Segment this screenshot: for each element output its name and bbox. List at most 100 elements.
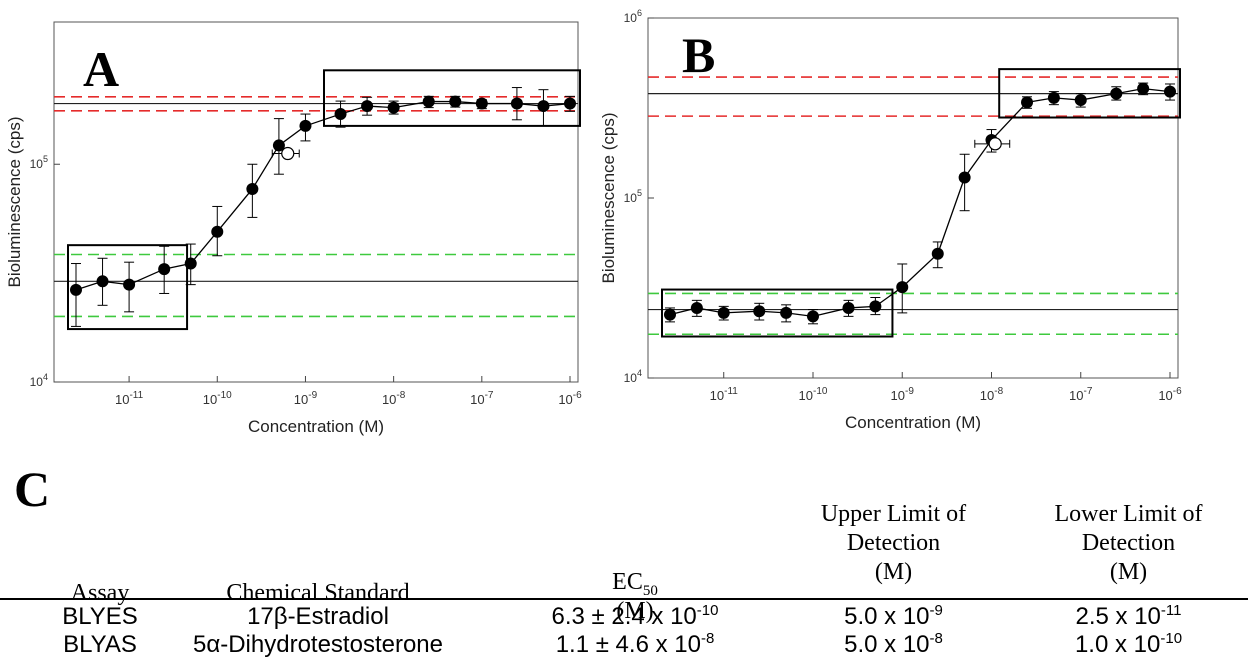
y-axis-label: Bioluminescence (cps) <box>599 112 618 283</box>
ec50-point <box>281 146 295 161</box>
header-lower-line1: Lower Limit of <box>1054 501 1203 527</box>
chart-b: 10-11 10-10 10-9 10-8 10-7 10-6 104 105 106 Conce… <box>599 8 1182 432</box>
header-ec50-unit: (M) <box>616 598 654 624</box>
header-lower-limit: Lower Limit of Detection (M) <box>1016 500 1241 587</box>
data-point <box>717 306 730 319</box>
y-axis-label: Bioluminescence (cps) <box>5 116 24 287</box>
upper-limit-box <box>998 68 1181 119</box>
data-point <box>869 300 882 313</box>
row2-lower-mantissa: 1.0 x 10 <box>1074 631 1161 658</box>
data-point <box>931 247 944 260</box>
header-ec50-sub: 50 <box>642 582 658 599</box>
data-point <box>1021 96 1034 109</box>
row2-assay: BLYAS <box>63 631 137 658</box>
x-tick-label: 10-7 <box>470 390 494 407</box>
row2-upper-mantissa: 5.0 x 10 <box>844 631 930 658</box>
header-assay-text: Assay <box>70 580 130 606</box>
row1-assay: BLYES <box>62 603 138 630</box>
row2-ec50-exp: -8 <box>700 630 715 647</box>
chart-a: 10-11 10-10 10-9 10-8 10-7 10-6 104 105 Concentr… <box>5 21 582 436</box>
y-tick-label: 106 <box>624 8 642 25</box>
data-point <box>299 119 312 132</box>
row2-lower-exp: -10 <box>1160 630 1183 647</box>
x-tick-label: 10-11 <box>115 390 144 407</box>
row1-ec50-mantissa: 6.3 ± 2.4 x 10 <box>551 603 697 630</box>
lower-limit-box <box>661 288 894 338</box>
header-standard-text: Chemical Standard <box>226 580 410 606</box>
row2-upper-exp: -8 <box>929 630 943 647</box>
data-point <box>958 171 971 184</box>
y-tick-label: 104 <box>30 372 48 389</box>
data-point <box>1110 87 1123 100</box>
row1-ec50: 6.3 ± 2.4 x 10-10 <box>535 602 735 631</box>
dose-response-curve <box>75 100 571 291</box>
x-axis-label: Concentration (M) <box>845 413 981 432</box>
data-point <box>272 139 285 152</box>
dose-response-curve <box>669 88 1171 318</box>
table-header-rule <box>0 598 1248 600</box>
data-point <box>806 310 819 323</box>
data-point <box>1047 91 1060 104</box>
row1-lower-mantissa: 2.5 x 10 <box>1075 603 1161 630</box>
x-tick-label: 10-9 <box>294 390 318 407</box>
row1-upper-mantissa: 5.0 x 10 <box>844 603 930 630</box>
data-point <box>246 182 259 195</box>
results-table: Assay Chemical Standard EC50 (M) Upper L… <box>0 501 1248 656</box>
row2-upper: 5.0 x 10-8 <box>786 630 1001 659</box>
data-point <box>123 278 136 291</box>
panel-label-b: B <box>682 27 716 83</box>
row1-lower: 2.5 x 10-11 <box>1016 602 1241 631</box>
row2-ec50: 1.1 ± 4.6 x 10-8 <box>535 630 735 659</box>
row1-upper: 5.0 x 10-9 <box>786 602 1001 631</box>
data-point <box>449 95 462 108</box>
x-tick-label: 10-8 <box>382 390 406 407</box>
x-tick-label: 10-6 <box>558 390 582 407</box>
panel-label-c: C <box>14 461 51 517</box>
x-tick-label: 10-10 <box>203 390 232 407</box>
upper-limit-box <box>322 69 581 127</box>
data-point <box>211 225 224 238</box>
data-point <box>422 95 435 108</box>
x-tick-label: 10-11 <box>710 386 739 403</box>
x-tick-label: 10-7 <box>1069 386 1093 403</box>
header-ec50-main: EC <box>612 569 643 595</box>
y-tick-label: 105 <box>624 188 642 205</box>
row2-standard: 5α-Dihydrotestosterone <box>193 631 443 658</box>
data-point <box>334 108 347 121</box>
data-point <box>896 281 909 294</box>
data-point <box>1164 85 1176 98</box>
data-point <box>1137 82 1150 95</box>
x-tick-label: 10-9 <box>891 386 915 403</box>
data-point <box>387 101 400 114</box>
data-point <box>780 306 793 319</box>
header-standard: Chemical Standard <box>168 552 468 608</box>
y-tick-label: 105 <box>30 154 48 171</box>
data-point <box>537 100 550 113</box>
ec50-point <box>988 137 1002 151</box>
data-point <box>664 308 676 321</box>
data-point <box>842 301 855 314</box>
data-point <box>753 305 766 318</box>
x-tick-label: 10-6 <box>1158 386 1182 403</box>
header-upper-line3: (M) <box>874 559 913 585</box>
row2-ec50-mantissa: 1.1 ± 4.6 x 10 <box>555 631 701 658</box>
data-point <box>475 97 488 110</box>
data-point <box>70 283 82 296</box>
lower-limit-box <box>67 244 189 331</box>
x-tick-label: 10-8 <box>980 386 1004 403</box>
row1-standard: 17β-Estradiol <box>247 603 389 630</box>
plot-frame <box>53 21 579 383</box>
plot-frame <box>647 17 1179 379</box>
x-tick-label: 10-10 <box>799 386 828 403</box>
data-point <box>564 97 576 110</box>
header-lower-line3: (M) <box>1109 559 1148 585</box>
row1-upper-exp: -9 <box>929 602 943 619</box>
data-point <box>690 301 703 314</box>
data-point <box>184 257 197 270</box>
header-upper-line2: Detection <box>846 530 941 556</box>
data-point <box>158 263 171 276</box>
data-point <box>361 100 374 113</box>
row1-lower-exp: -11 <box>1160 602 1182 619</box>
panel-label-a: A <box>83 41 120 97</box>
row2-lower: 1.0 x 10-10 <box>1016 630 1241 659</box>
